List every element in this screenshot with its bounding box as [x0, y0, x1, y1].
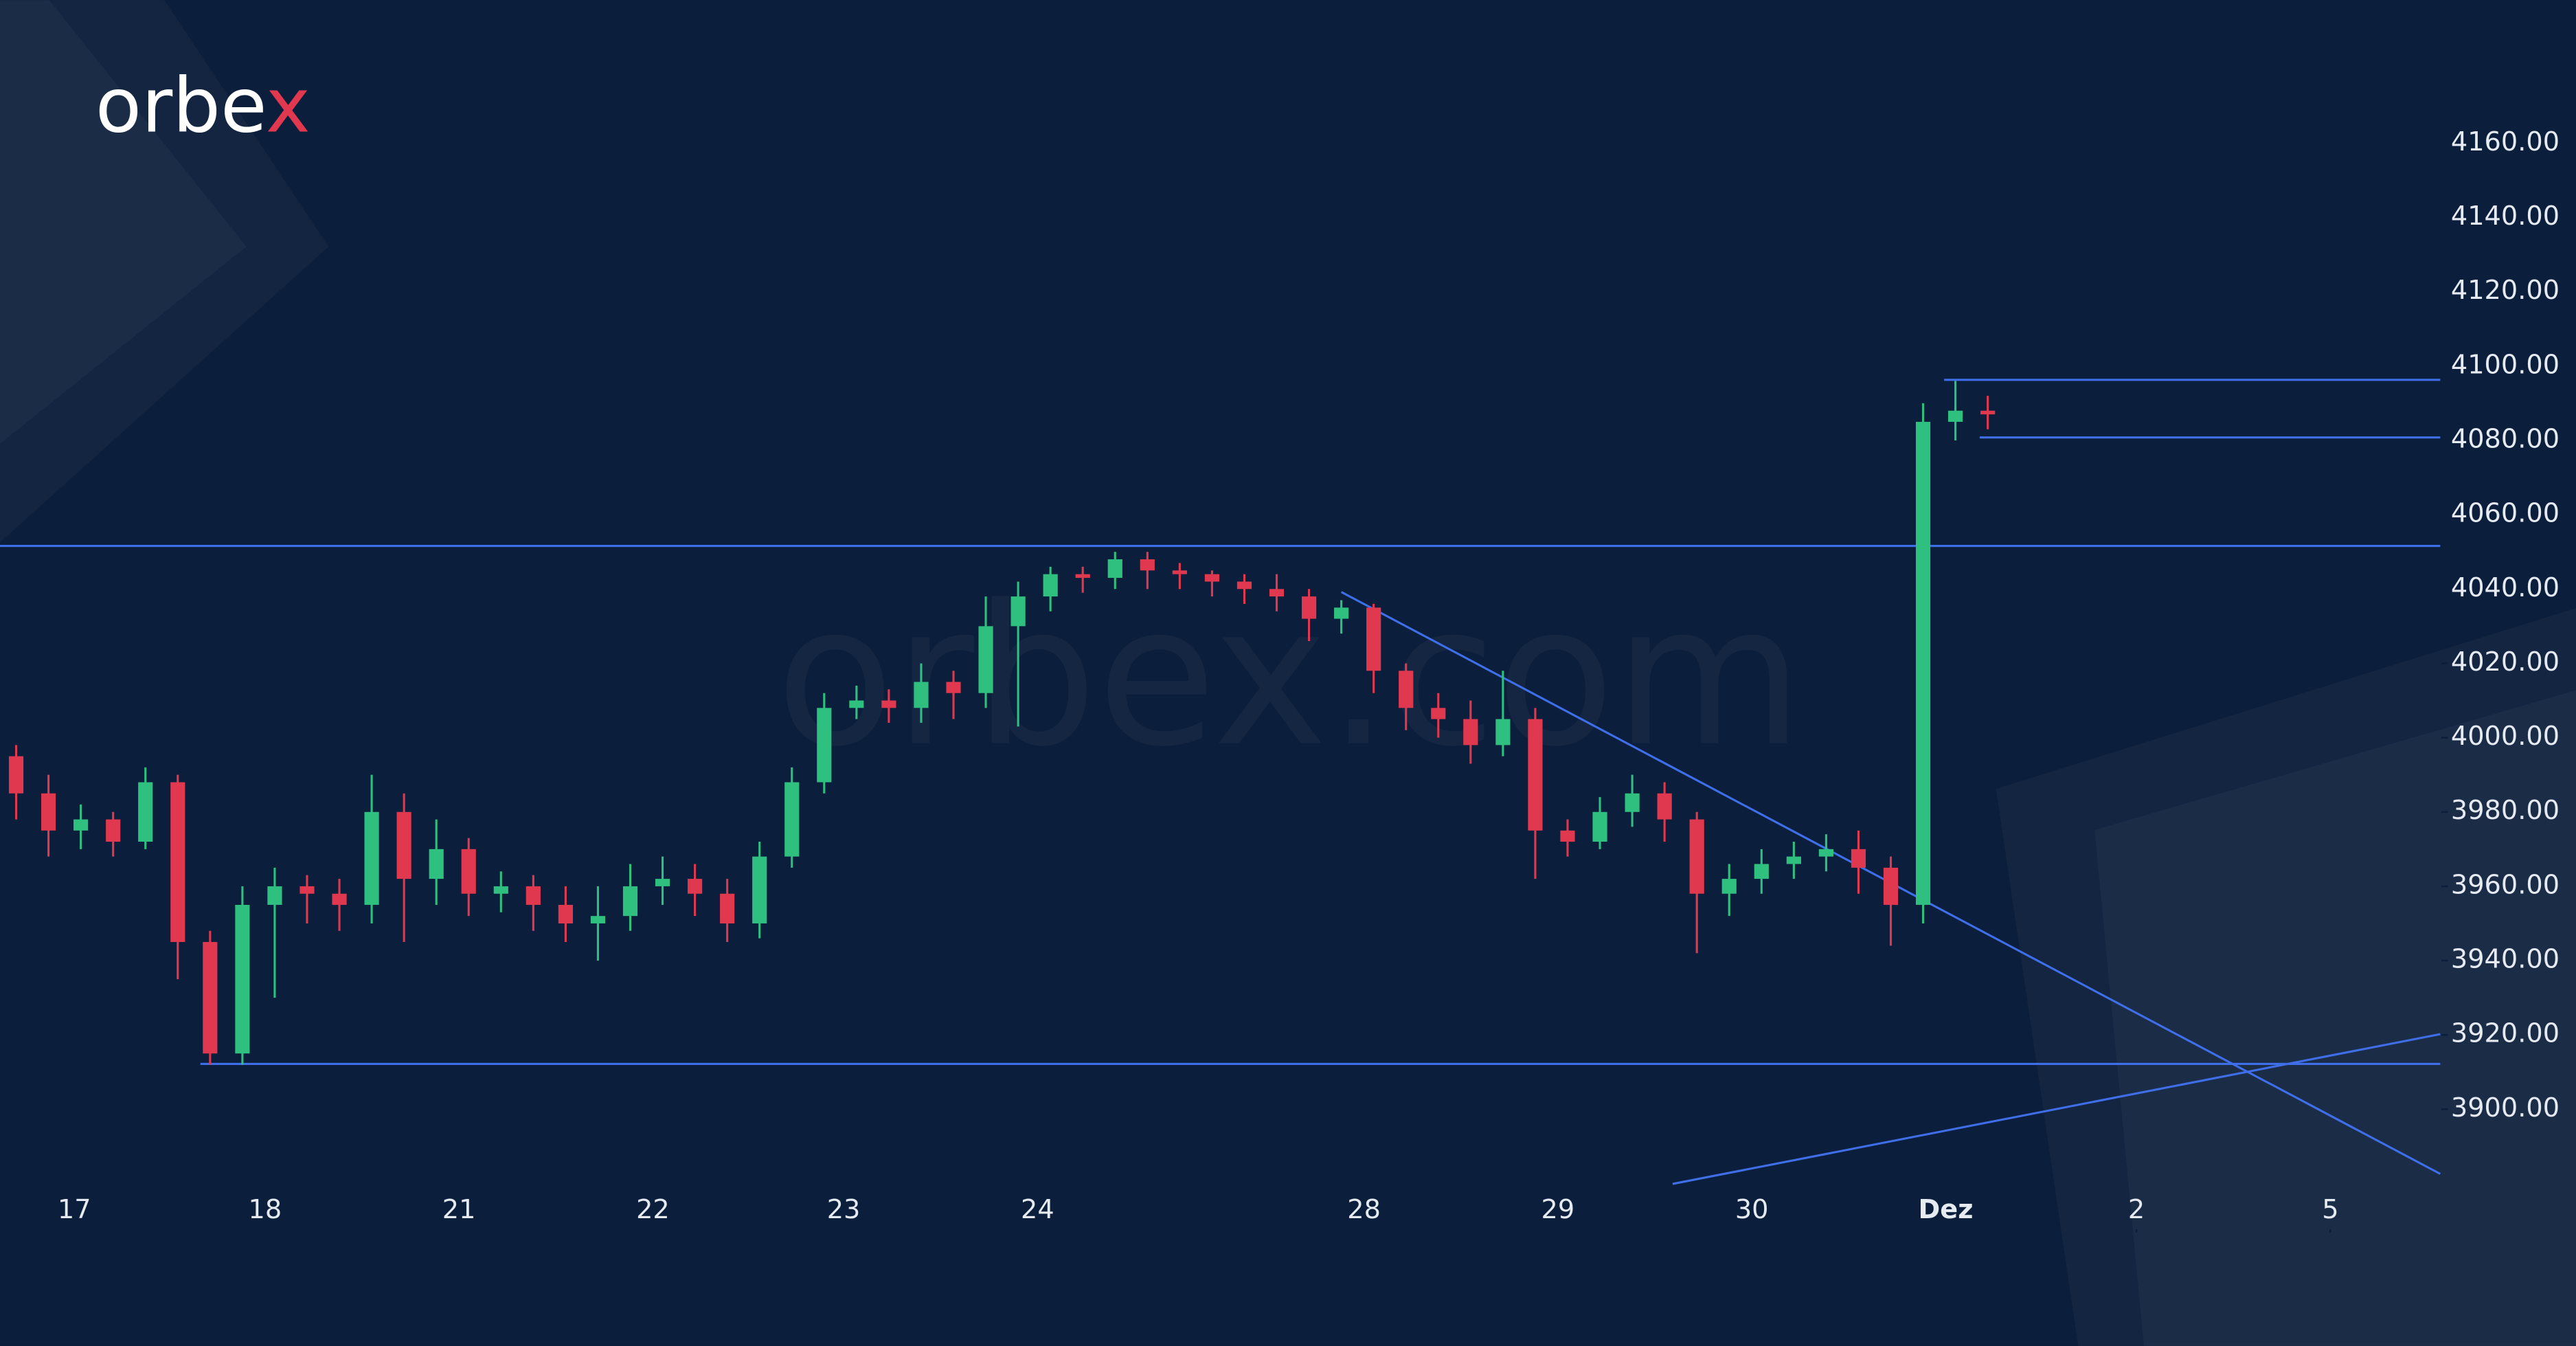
candle-body — [655, 879, 670, 886]
y-tick-label: 4040.00 — [2451, 572, 2560, 603]
candle-body — [1463, 719, 1478, 745]
candle-body — [1625, 793, 1640, 812]
y-tick-label: 3920.00 — [2451, 1018, 2560, 1049]
candle-body — [1204, 574, 1220, 582]
candle-body — [688, 879, 703, 894]
candle-body — [978, 626, 993, 693]
candle-body — [1075, 574, 1090, 579]
candle-body — [8, 756, 24, 794]
x-tick-label: 22 — [636, 1194, 670, 1225]
x-tick-label: 30 — [1735, 1194, 1769, 1225]
candle-body — [1592, 811, 1607, 842]
y-tick-label: 4160.00 — [2451, 126, 2560, 157]
candle-body — [622, 886, 638, 917]
y-tick-label: 3940.00 — [2451, 944, 2560, 975]
y-tick-label: 4100.00 — [2451, 349, 2560, 380]
y-tick-label: 4080.00 — [2451, 423, 2560, 454]
candle-body — [1883, 867, 1899, 905]
candle-body — [429, 849, 444, 879]
x-tick-label: 24 — [1021, 1194, 1054, 1225]
candle-body — [1689, 819, 1704, 894]
candle-body — [235, 904, 250, 1054]
candle-body — [1786, 856, 1801, 864]
candle-body — [267, 886, 282, 905]
x-tick-label: 18 — [248, 1194, 282, 1225]
candle-body — [1043, 574, 1058, 597]
candle-body — [946, 682, 961, 693]
candle-body — [396, 811, 411, 879]
candle-body — [881, 700, 896, 708]
candle-body — [526, 886, 541, 905]
candle-body — [203, 942, 218, 1054]
candle-body — [1010, 596, 1026, 627]
trend-line — [1672, 1033, 2441, 1185]
candle-body — [590, 916, 606, 923]
y-tick-label: 4060.00 — [2451, 498, 2560, 529]
x-tick-label: 5 — [2322, 1194, 2338, 1225]
candle-body — [1140, 559, 1155, 571]
x-tick-label: 17 — [58, 1194, 91, 1225]
candle-body — [1754, 864, 1769, 879]
x-tick-label: 2 — [2128, 1194, 2145, 1225]
candle-body — [752, 856, 767, 923]
candle-body — [1269, 589, 1285, 597]
candle-body — [1560, 830, 1575, 842]
x-tick-label: 23 — [827, 1194, 861, 1225]
candle-body — [461, 849, 476, 894]
watermark: orbex.com — [776, 563, 1803, 789]
x-tick-label: 21 — [442, 1194, 476, 1225]
candle-body — [1399, 671, 1414, 708]
y-tick-label: 4000.00 — [2451, 721, 2560, 752]
y-tick-label: 4020.00 — [2451, 647, 2560, 677]
x-tick-label: 28 — [1347, 1194, 1381, 1225]
y-tick-label: 3900.00 — [2451, 1092, 2560, 1123]
candle-body — [1107, 559, 1122, 579]
candle-body — [914, 682, 929, 708]
y-tick-label: 3960.00 — [2451, 869, 2560, 900]
candle-body — [1818, 849, 1833, 857]
candle-body — [332, 893, 347, 905]
candle-body — [558, 904, 573, 923]
candle-body — [106, 819, 121, 842]
candle-body — [1495, 719, 1511, 745]
y-tick-label: 4120.00 — [2451, 275, 2560, 306]
candle-body — [300, 886, 315, 894]
candle-body — [849, 700, 864, 708]
candle-body — [1236, 581, 1252, 590]
candle-body — [170, 782, 185, 943]
candle-body — [138, 782, 153, 842]
candle-body — [720, 893, 735, 923]
candle-body — [817, 708, 832, 783]
candle-body — [1915, 421, 1931, 905]
candle-body — [1172, 570, 1187, 574]
x-tick-label: 29 — [1541, 1194, 1575, 1225]
plot: 3900.00 3920.00 3940.00 3960.00 3980.00 4000.… — [0, 126, 2560, 1233]
candle-body — [1721, 879, 1737, 894]
candle-body — [74, 819, 89, 831]
candle-body — [493, 886, 508, 894]
y-tick-label: 4140.00 — [2451, 201, 2560, 232]
candle-body — [1301, 596, 1317, 619]
candle-body — [1851, 849, 1866, 868]
candle-body — [364, 811, 379, 905]
candle-body — [1657, 793, 1672, 820]
candle-body — [1980, 410, 1996, 415]
candle-body — [1528, 719, 1543, 831]
candle-body — [1948, 410, 1963, 422]
candle-body — [1366, 607, 1381, 671]
candle-body — [784, 782, 800, 857]
candle-body — [41, 793, 56, 831]
y-tick-label: 3980.00 — [2451, 795, 2560, 826]
logo: orbex — [95, 61, 310, 149]
x-tick-label: Dez — [1919, 1194, 1974, 1225]
candle-body — [1431, 708, 1446, 719]
candle-body — [1334, 607, 1349, 619]
